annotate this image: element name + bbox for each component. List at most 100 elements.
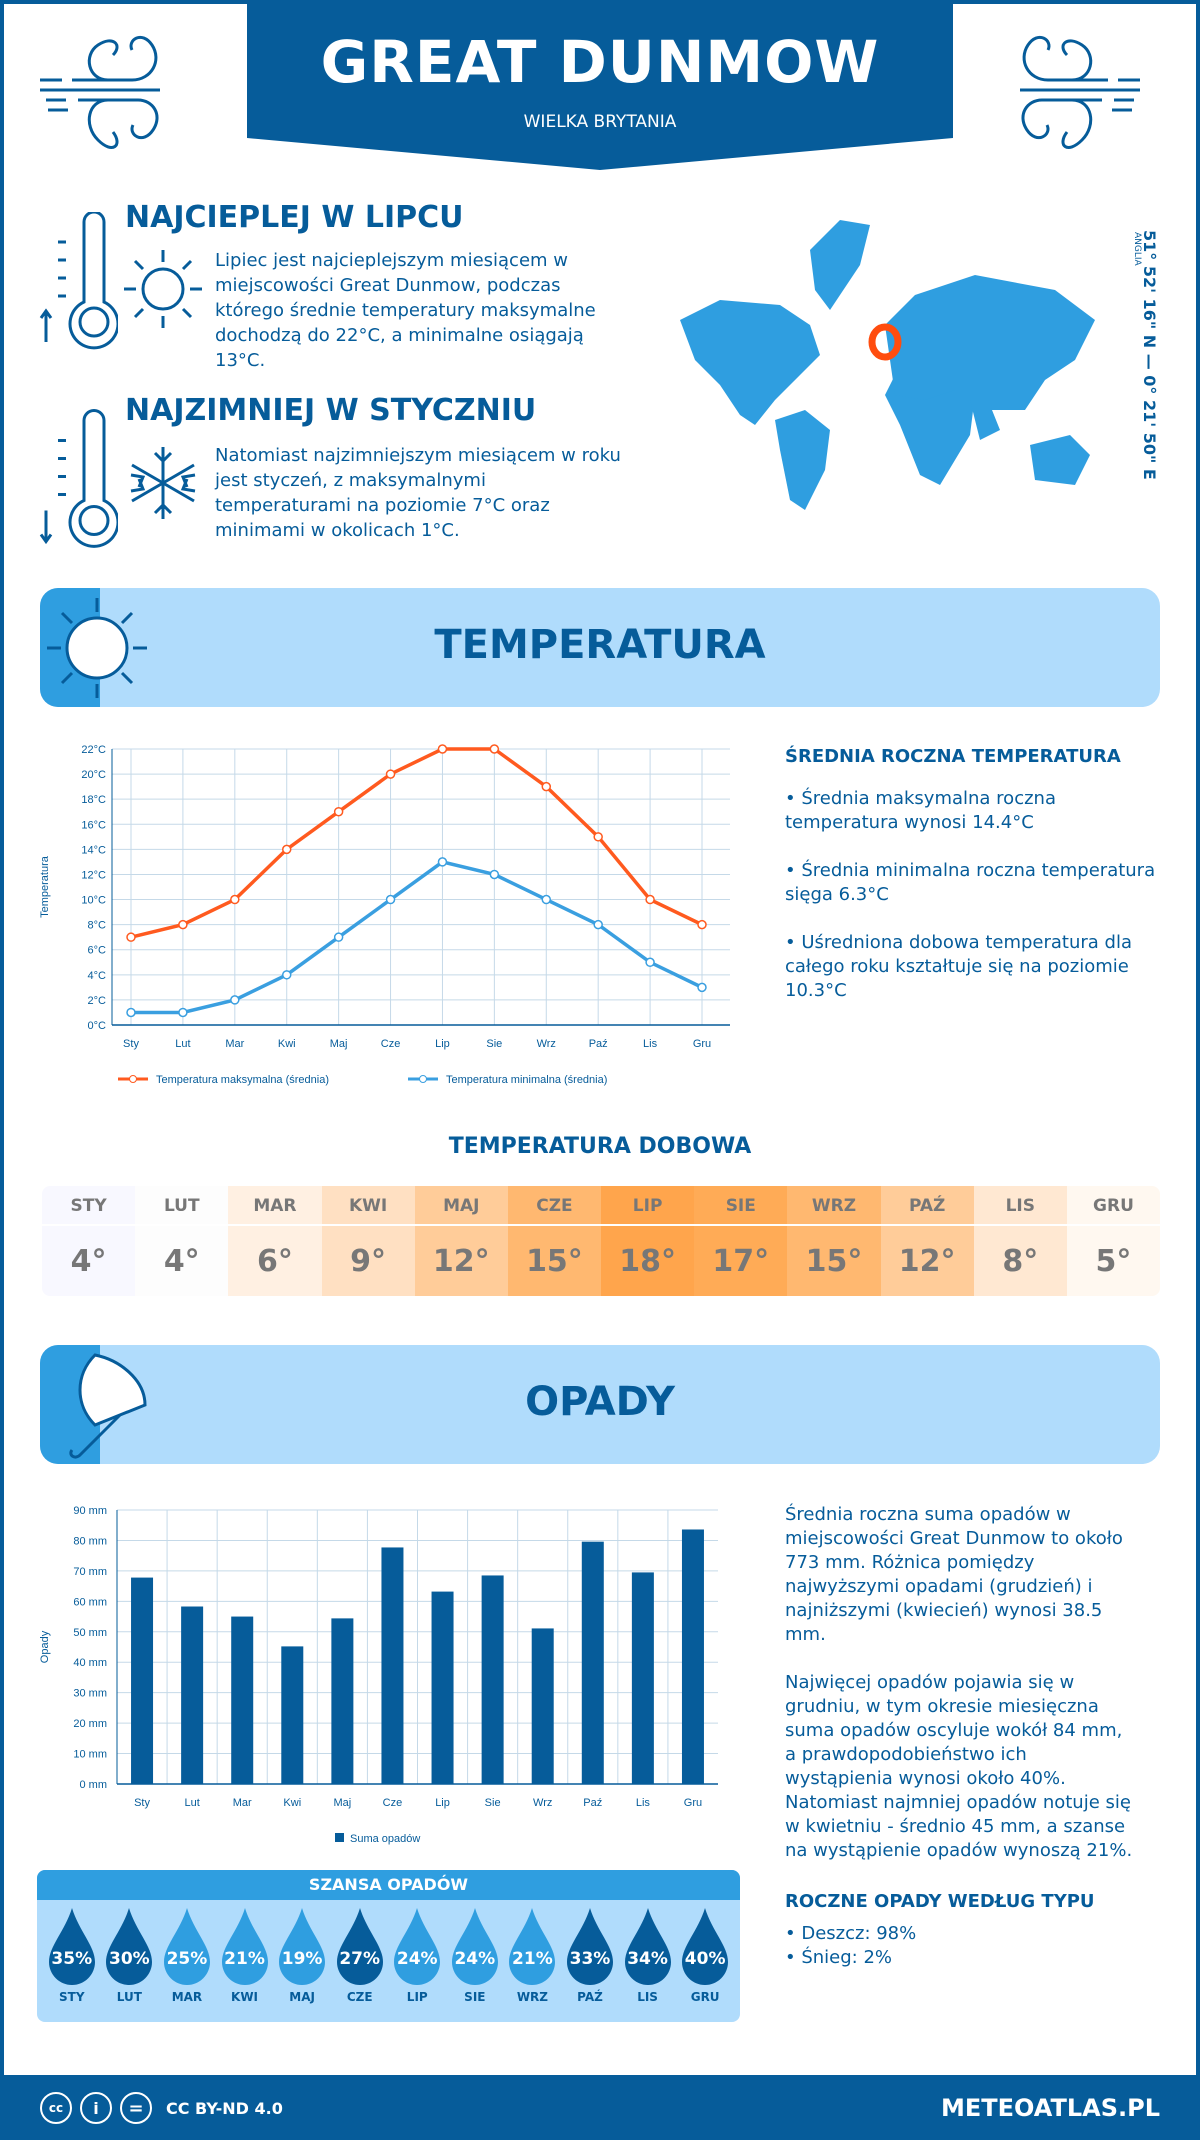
y-tick-label: 90 mm	[73, 1505, 107, 1517]
y-tick-label: 50 mm	[73, 1627, 107, 1639]
chance-drop: 33% PAŹ	[561, 1906, 619, 2004]
daily-month: LIP	[601, 1186, 695, 1226]
daily-col-mar: MAR 6°	[228, 1186, 322, 1296]
chance-value: 25%	[166, 1949, 208, 1969]
data-point	[645, 894, 655, 905]
location-marker	[868, 323, 902, 361]
data-point	[333, 806, 344, 817]
hottest-text: Lipiec jest najcieplejszym miesiącem w m…	[215, 250, 596, 371]
chance-drop: 27% CZE	[331, 1906, 389, 2004]
data-point	[593, 832, 603, 842]
header-banner	[247, 0, 953, 170]
chance-value: 24%	[396, 1949, 438, 1969]
daily-month: LUT	[135, 1186, 229, 1226]
legend-label: Suma opadów	[350, 1833, 420, 1845]
bar	[281, 1646, 304, 1784]
thermometer-up-icon	[39, 212, 118, 350]
y-tick-label: 80 mm	[73, 1535, 107, 1547]
y-tick-label: 0°C	[88, 1020, 107, 1032]
y-tick-label: 8°C	[88, 920, 107, 932]
chance-value: 19%	[281, 1949, 323, 1969]
daily-month: MAJ	[414, 1186, 508, 1226]
y-tick-label: 18°C	[81, 794, 106, 806]
y-tick-label: 40 mm	[73, 1657, 107, 1669]
y-axis-label: Temperatura	[39, 855, 51, 918]
y-tick-label: 12°C	[81, 869, 106, 881]
daily-col-cze: CZE 15°	[507, 1186, 602, 1296]
chance-value: 21%	[224, 1949, 265, 1969]
daily-value: 12°	[898, 1243, 956, 1279]
x-tick-label: Cze	[381, 1038, 401, 1050]
daily-month: CZE	[507, 1186, 602, 1226]
x-tick-label: Kwi	[283, 1797, 301, 1809]
footer: cc i = CC BY-ND 4.0 METEOATLAS.PL	[0, 2075, 1200, 2140]
x-tick-label: Sty	[123, 1038, 139, 1050]
daily-value: 15°	[526, 1243, 583, 1279]
cc-icon: cc	[40, 2092, 72, 2124]
x-tick-label: Lis	[636, 1797, 651, 1809]
temperature-summary-heading: ŚREDNIA ROCZNA TEMPERATURA	[785, 746, 1121, 767]
daily-col-lis: LIS 8°	[973, 1186, 1067, 1296]
legend-label: Temperatura maksymalna (średnia)	[156, 1074, 329, 1086]
coldest-heading: NAJZIMNIEJ W STYCZNIU	[125, 393, 537, 428]
y-tick-label: 30 mm	[73, 1688, 107, 1700]
city-title: GREAT DUNMOW	[320, 28, 880, 96]
precip-type-item: • Śnieg: 2%	[785, 1947, 893, 1968]
temperature-summary: ŚREDNIA ROCZNA TEMPERATURA • Średnia mak…	[785, 745, 1165, 1027]
wind-icon	[40, 35, 160, 149]
data-point	[541, 781, 552, 792]
data-point	[593, 919, 603, 930]
chance-drop: 21% WRZ	[504, 1906, 562, 2004]
precipitation-bar-chart: 0 mm 10 mm 20 mm 30 mm 40 mm 50 mm 60 mm 70 mm 8…	[39, 1505, 718, 1845]
sun-icon	[47, 598, 147, 698]
license-text: CC BY-ND 4.0	[166, 2098, 283, 2118]
wind-icon	[1020, 35, 1140, 149]
data-point	[126, 932, 136, 942]
data-point	[230, 894, 240, 905]
chance-title: SZANSA OPADÓW	[37, 1870, 740, 1900]
y-tick-label: 20°C	[81, 769, 106, 781]
y-tick-label: 16°C	[81, 819, 106, 831]
daily-value: 15°	[805, 1243, 863, 1279]
daily-value: 4°	[70, 1243, 107, 1279]
bar	[431, 1591, 454, 1784]
site-link[interactable]: METEOATLAS.PL	[940, 2094, 1160, 2122]
raindrop-icon	[566, 1908, 613, 1985]
daily-month: KWI	[321, 1186, 415, 1226]
daily-value: 17°	[712, 1243, 770, 1279]
chance-month: LIP	[406, 1990, 428, 2004]
bar	[531, 1628, 554, 1784]
chance-drop: 35% STY	[43, 1906, 101, 2004]
daily-value: 8°	[1002, 1243, 1039, 1279]
data-point	[333, 932, 344, 942]
x-tick-label: Wrz	[537, 1038, 556, 1050]
daily-col-maj: MAJ 12°	[414, 1186, 508, 1296]
temperature-line-chart: 0°C 2°C 4°C 6°C 8°C 10°C 12°C 14°C 16°C 18°C 20°C 2…	[39, 744, 730, 1086]
precip-text: Średnia roczna suma opadów w miejscowośc…	[785, 1504, 1123, 1645]
data-point	[178, 1007, 188, 1018]
data-point	[126, 1007, 136, 1018]
x-tick-label: Gru	[684, 1797, 702, 1809]
x-tick-label: Kwi	[278, 1038, 296, 1050]
precipitation-summary: Średnia roczna suma opadów w miejscowośc…	[785, 1503, 1135, 1887]
no-derivatives-icon: =	[120, 2092, 152, 2124]
daily-value: 12°	[432, 1243, 490, 1279]
chance-drop: 24% SIE	[446, 1906, 504, 2004]
raindrop-icon	[163, 1908, 210, 1985]
snowflake-icon	[130, 447, 196, 519]
temperature-banner: TEMPERATURA	[40, 588, 1160, 707]
y-tick-label: 60 mm	[73, 1596, 107, 1608]
raindrop-icon	[221, 1908, 268, 1985]
chance-drop: 21% KWI	[216, 1906, 274, 2004]
bar	[131, 1577, 154, 1784]
country-subtitle: WIELKA BRYTANIA	[523, 112, 677, 132]
data-point	[697, 982, 707, 993]
chance-month: LUT	[116, 1990, 142, 2004]
daily-month: LIS	[973, 1186, 1067, 1226]
daily-value: 18°	[619, 1243, 676, 1279]
data-point	[437, 857, 448, 867]
x-tick-label: Lut	[175, 1038, 190, 1050]
x-tick-label: Wrz	[533, 1797, 552, 1809]
chance-drop: 40% GRU	[676, 1906, 734, 2004]
y-tick-label: 10 mm	[73, 1749, 107, 1761]
